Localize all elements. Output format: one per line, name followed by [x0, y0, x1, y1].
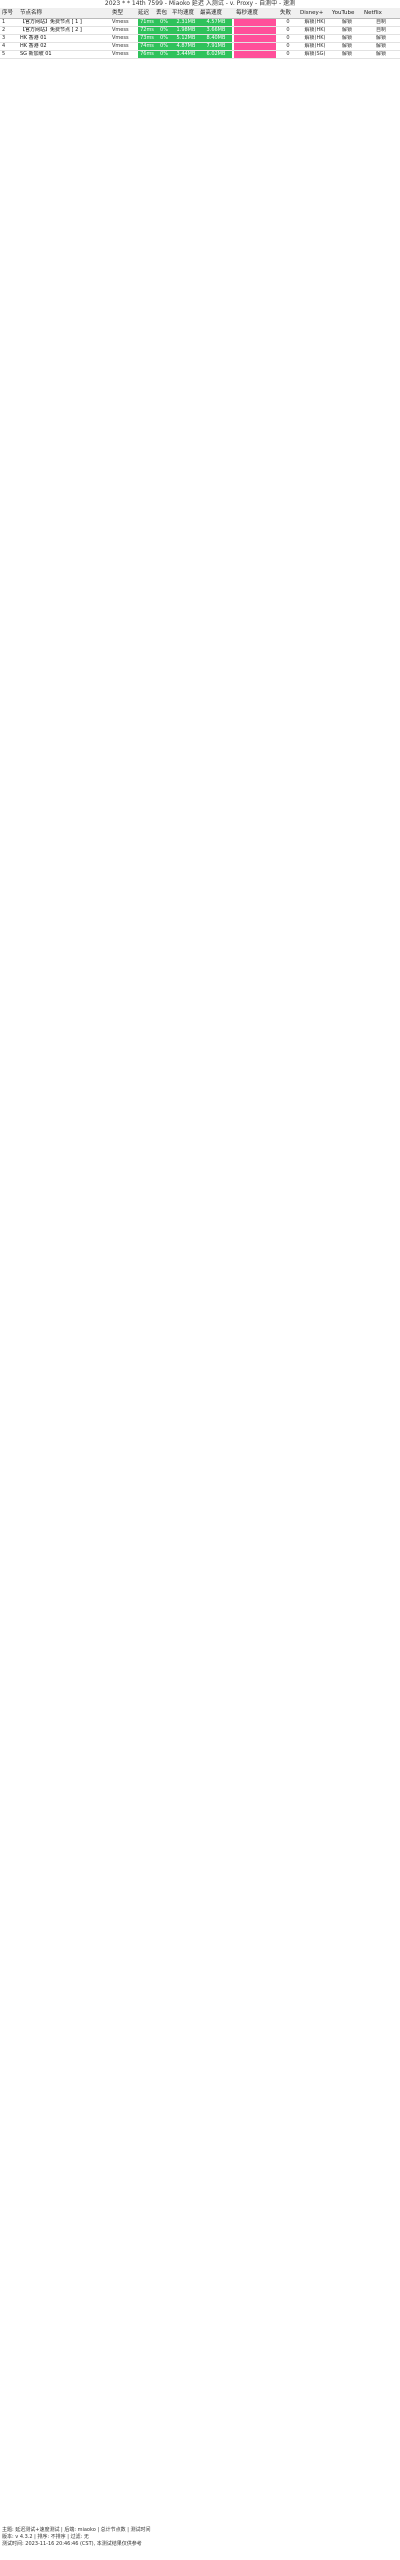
row-type: Vmess — [112, 19, 129, 25]
row-max-speed: 4.57MB — [200, 19, 232, 26]
row-max-speed: 6.02MB — [200, 51, 232, 58]
header-type: 类型 — [112, 10, 124, 16]
row-node-name: 【官方网站】免费节点 [ 1 ] — [20, 19, 82, 25]
footer-line: 主题: 延迟测试+速度测试 | 后端: miaoko | 总计节点数 | 测试时… — [2, 2527, 151, 2533]
row-disney: 解锁(HK) — [304, 19, 326, 25]
header-loss: 丢包 — [156, 10, 168, 16]
row-index: 2 — [2, 27, 6, 33]
row-loss: 0% — [156, 51, 172, 58]
row-speed-bar — [234, 19, 276, 26]
header-avg-speed: 平均速度 — [172, 10, 195, 16]
row-loss: 0% — [156, 27, 172, 34]
row-speed-bar — [234, 35, 276, 42]
row-type: Vmess — [112, 27, 129, 33]
row-node-name: HK 香港 02 — [20, 43, 47, 49]
footer-line: 测试时间: 2023-11-16 20:46:46 (CST), 本测试结果仅供… — [2, 2541, 142, 2547]
table-row: 1 【官方网站】免费节点 [ 1 ] Vmess 71ms 0% 2.31MB … — [0, 19, 400, 27]
row-speed-bar — [234, 43, 276, 50]
header-fail: 失败 — [280, 10, 292, 16]
report-title: 2023 * * 14th 7599 - Miaoko 延迟 入测试 - v. … — [104, 0, 296, 7]
header-index: 序号 — [2, 10, 14, 16]
row-type: Vmess — [112, 43, 129, 49]
table-row: 3 HK 香港 01 Vmess 73ms 0% 5.12MB 8.40MB 0… — [0, 35, 400, 43]
row-avg-speed: 5.12MB — [172, 35, 200, 42]
row-avg-speed: 4.87MB — [172, 43, 200, 50]
header-latency: 延迟 — [138, 10, 150, 16]
row-max-speed: 3.66MB — [200, 27, 232, 34]
row-loss: 0% — [156, 43, 172, 50]
row-type: Vmess — [112, 51, 129, 57]
header-youtube: YouTube — [332, 10, 355, 16]
row-index: 4 — [2, 43, 6, 49]
header-max-speed: 最高速度 — [200, 10, 223, 16]
row-youtube: 解锁 — [341, 19, 352, 25]
row-netflix: 解锁 — [375, 51, 386, 57]
table-header: 序号 节点名称 类型 延迟 丢包 平均速度 最高速度 每秒速度 失败 Disne… — [0, 8, 400, 19]
row-fail: 0 — [286, 35, 290, 41]
row-index: 5 — [2, 51, 6, 57]
header-disney: Disney+ — [300, 10, 324, 16]
row-fail: 0 — [286, 27, 290, 33]
row-index: 3 — [2, 35, 6, 41]
row-index: 1 — [2, 19, 6, 25]
row-avg-speed: 2.31MB — [172, 19, 200, 26]
header-speed-bar: 每秒速度 — [236, 10, 259, 16]
header-netflix: Netflix — [364, 10, 382, 16]
row-youtube: 解锁 — [341, 35, 352, 41]
row-youtube: 解锁 — [341, 43, 352, 49]
row-node-name: 【官方网站】免费节点 [ 2 ] — [20, 27, 82, 33]
row-youtube: 解锁 — [341, 27, 352, 33]
row-disney: 解锁(HK) — [304, 43, 326, 49]
row-latency: 76ms — [138, 51, 156, 58]
row-avg-speed: 3.44MB — [172, 51, 200, 58]
row-netflix: 自制 — [375, 27, 386, 33]
table-row: 4 HK 香港 02 Vmess 74ms 0% 4.87MB 7.91MB 0… — [0, 43, 400, 51]
row-fail: 0 — [286, 43, 290, 49]
report-footer: 主题: 延迟测试+速度测试 | 后端: miaoko | 总计节点数 | 测试时… — [2, 2527, 398, 2557]
header-node: 节点名称 — [20, 10, 43, 16]
row-disney: 解锁(HK) — [304, 35, 326, 41]
row-avg-speed: 1.98MB — [172, 27, 200, 34]
row-latency: 72ms — [138, 27, 156, 34]
results-table: 1 【官方网站】免费节点 [ 1 ] Vmess 71ms 0% 2.31MB … — [0, 19, 400, 59]
row-latency: 73ms — [138, 35, 156, 42]
row-type: Vmess — [112, 35, 129, 41]
table-row: 5 SG 新加坡 01 Vmess 76ms 0% 3.44MB 6.02MB … — [0, 51, 400, 59]
row-loss: 0% — [156, 35, 172, 42]
row-netflix: 解锁 — [375, 43, 386, 49]
row-fail: 0 — [286, 51, 290, 57]
footer-line: 版本: v 4.3.2 | 排序: 不排序 | 过滤: 无 — [2, 2534, 89, 2540]
row-youtube: 解锁 — [341, 51, 352, 57]
row-disney: 解锁(SG) — [304, 51, 326, 57]
row-latency: 71ms — [138, 19, 156, 26]
row-max-speed: 7.91MB — [200, 43, 232, 50]
row-max-speed: 8.40MB — [200, 35, 232, 42]
row-fail: 0 — [286, 19, 290, 25]
row-disney: 解锁(HK) — [304, 27, 326, 33]
row-netflix: 自制 — [375, 19, 386, 25]
row-node-name: SG 新加坡 01 — [20, 51, 52, 57]
row-speed-bar — [234, 27, 276, 34]
row-node-name: HK 香港 01 — [20, 35, 47, 41]
table-row: 2 【官方网站】免费节点 [ 2 ] Vmess 72ms 0% 1.98MB … — [0, 27, 400, 35]
row-netflix: 解锁 — [375, 35, 386, 41]
row-latency: 74ms — [138, 43, 156, 50]
row-loss: 0% — [156, 19, 172, 26]
row-speed-bar — [234, 51, 276, 58]
